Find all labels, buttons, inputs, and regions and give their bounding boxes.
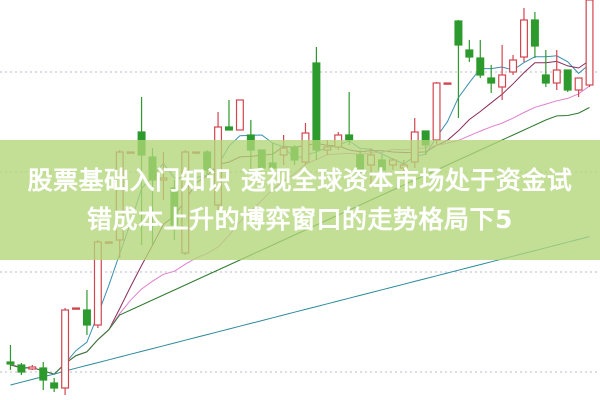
candle-down	[17, 364, 26, 373]
candle-up	[509, 59, 518, 73]
candle-up	[585, 0, 594, 86]
candle-down	[476, 57, 485, 76]
candle-up	[432, 82, 441, 141]
candle-down	[563, 69, 572, 91]
candle-down	[312, 62, 321, 151]
candle-down	[6, 361, 15, 365]
candle-down	[541, 74, 550, 84]
candle-up	[498, 74, 507, 88]
candle-up	[235, 99, 244, 131]
candle-down	[50, 382, 59, 389]
headline-banner: 股票基础入门知识 透视全球资本市场处于资金试 错成本上升的博弈窗口的走势格局下5	[0, 140, 600, 260]
headline-line-1: 股票基础入门知识 透视全球资本市场处于资金试	[27, 166, 573, 195]
candle-up	[574, 77, 583, 91]
candle-down	[82, 309, 91, 326]
candle-up	[72, 307, 81, 310]
candle-down	[465, 49, 474, 58]
candle-down	[487, 77, 496, 84]
ma60-line	[10, 236, 590, 386]
candle-down	[530, 19, 539, 47]
candle-down	[454, 20, 463, 46]
candle-up	[552, 69, 561, 84]
candle-down	[224, 126, 233, 131]
candle-up	[61, 309, 70, 389]
candle-up	[28, 366, 37, 370]
candle-up	[443, 82, 452, 85]
candle-down	[39, 367, 48, 381]
candle-up	[519, 19, 528, 58]
headline-line-2: 错成本上升的博弈窗口的走势格局下5	[87, 205, 513, 234]
